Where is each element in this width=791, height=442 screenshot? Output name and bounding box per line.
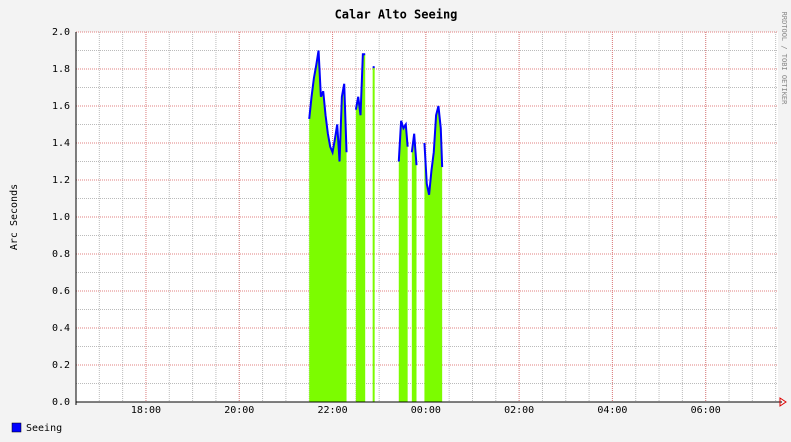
area [372,67,375,403]
line [410,133,418,166]
x-tick-label: 06:00 [691,405,721,416]
y-tick-label: 0.0 [52,397,70,408]
watermark: RRDTOOL / TOBI OETIKER [780,12,788,106]
line [308,50,348,162]
x-axis-arrow [779,397,787,407]
area [398,120,408,403]
area [355,54,366,402]
y-tick-label: 1.4 [52,138,70,149]
y-tick-label: 2.0 [52,27,70,38]
y-tick-label: 0.2 [52,360,70,371]
x-tick-label: 18:00 [131,405,161,416]
x-tick-label: 22:00 [317,405,347,416]
line [423,105,444,196]
y-axis-label: Arc Seconds [9,184,20,250]
x-tick-label: 20:00 [224,405,254,416]
x-tick-label: 02:00 [504,405,534,416]
chart-title: Calar Alto Seeing [335,8,458,22]
area [411,133,417,402]
x-tick-label: 04:00 [597,405,627,416]
y-tick-label: 1.0 [52,212,70,223]
y-tick-label: 1.8 [52,64,70,75]
y-tick-label: 0.6 [52,286,70,297]
y-tick-label: 1.2 [52,175,70,186]
x-tick-label: 00:00 [411,405,441,416]
y-tick-label: 0.4 [52,323,70,334]
y-tick-label: 0.8 [52,249,70,260]
line [354,53,366,116]
line [397,120,409,162]
area [424,106,443,402]
legend-label: Seeing [26,423,62,434]
y-tick-label: 1.6 [52,101,70,112]
legend-swatch [11,422,22,433]
